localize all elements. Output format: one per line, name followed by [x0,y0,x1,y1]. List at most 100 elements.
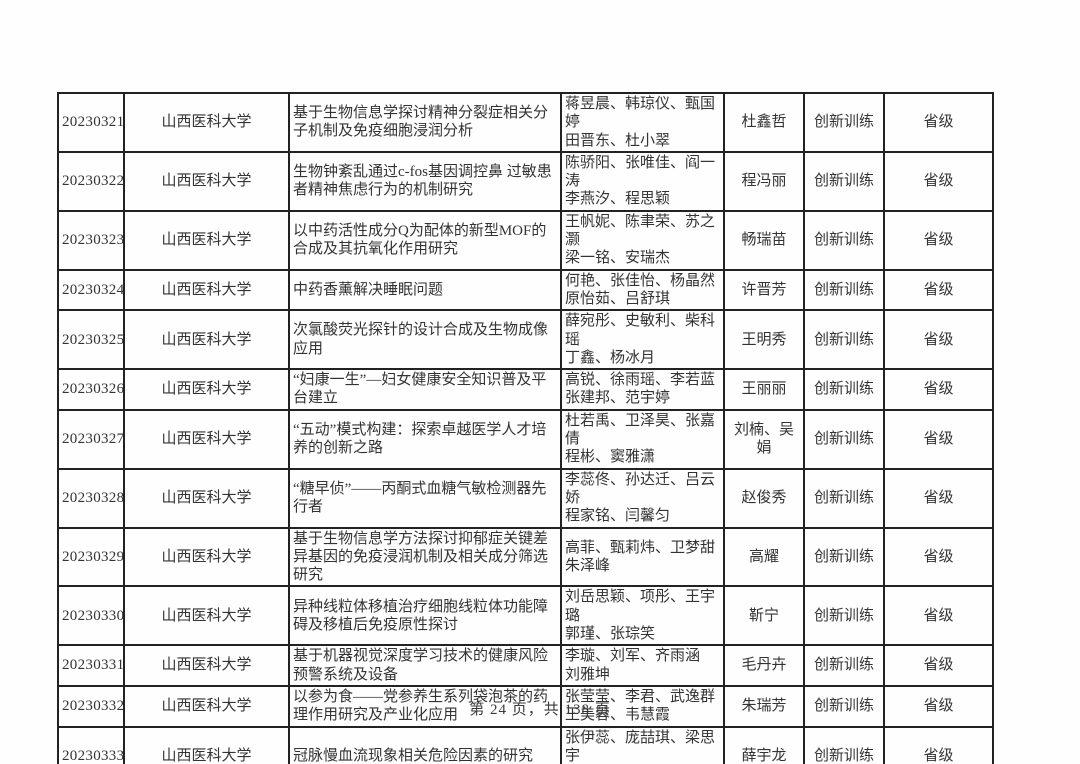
university-cell: 山西医科大学 [123,92,290,153]
university-cell: 山西医科大学 [123,209,290,271]
members-cell: 刘岳思颖、项彤、王宇璐 郭瑾、张琮笑 [560,585,725,647]
project-title-cell: “糖早侦”——丙酮式血糖气敏检测器先行者 [288,467,562,529]
table-row: 20230324 山西医科大学 中药香薰解决睡眠问题 何艳、张佳怡、杨晶然 原怡… [57,268,994,312]
project-title-cell: 基于生物信息学探讨精神分裂症相关分子机制及免疫细胞浸润分析 [288,92,562,153]
level-cell: 省级 [883,309,994,371]
advisor-cell: 靳宁 [723,585,805,647]
table-row: 20230326 山西医科大学 “妇康一生”—妇女健康安全知识普及平台建立 高锐… [57,368,994,411]
members-cell: 陈骄阳、张唯佳、阎一涛 李燕汐、程思颖 [560,150,725,212]
projects-table-body: 20230321 山西医科大学 基于生物信息学探讨精神分裂症相关分子机制及免疫细… [57,92,994,764]
table-row: 20230329 山西医科大学 基于生物信息学方法探讨抑郁症关键差异基因的免疫浸… [57,526,994,588]
table-row: 20230327 山西医科大学 “五动”模式构建：探索卓越医学人才培养的创新之路… [57,408,994,470]
advisor-cell: 刘楠、吴娟 [723,408,805,470]
category-cell: 创新训练 [803,684,885,728]
project-title-cell: 异种线粒体移植治疗细胞线粒体功能障碍及移植后免疫原性探讨 [288,585,562,647]
level-cell: 省级 [883,408,994,470]
advisor-cell: 许晋芳 [723,268,805,312]
project-id-cell: 20230323 [57,209,125,271]
project-id-cell: 20230326 [57,368,125,411]
level-cell: 省级 [883,644,994,687]
project-id-cell: 20230324 [57,268,125,312]
project-title-cell: 基于机器视觉深度学习技术的健康风险预警系统及设备 [288,644,562,687]
project-id-cell: 20230333 [57,725,125,764]
table-row: 20230325 山西医科大学 次氯酸荧光探针的设计合成及生物成像应用 薛宛彤、… [57,309,994,371]
advisor-cell: 杜鑫哲 [723,92,805,153]
members-cell: 高锐、徐雨瑶、李若蓝 张建邦、范宇婷 [560,368,725,411]
category-cell: 创新训练 [803,92,885,153]
category-cell: 创新训练 [803,150,885,212]
members-cell: 杜若禹、卫泽昊、张嘉倩 程彬、窦雅潇 [560,408,725,470]
university-cell: 山西医科大学 [123,408,290,470]
category-cell: 创新训练 [803,526,885,588]
project-id-cell: 20230325 [57,309,125,371]
table-row: 20230331 山西医科大学 基于机器视觉深度学习技术的健康风险预警系统及设备… [57,644,994,687]
members-cell: 李蕊佟、孙达迁、吕云娇 程家铭、闫馨匀 [560,467,725,529]
university-cell: 山西医科大学 [123,725,290,764]
level-cell: 省级 [883,684,994,728]
category-cell: 创新训练 [803,725,885,764]
advisor-cell: 畅瑞苗 [723,209,805,271]
advisor-cell: 高耀 [723,526,805,588]
level-cell: 省级 [883,467,994,529]
project-title-cell: 次氯酸荧光探针的设计合成及生物成像应用 [288,309,562,371]
project-title-cell: 冠脉慢血流现象相关危险因素的研究 [288,725,562,764]
project-title-cell: 以中药活性成分Q为配体的新型MOF的合成及其抗氧化作用研究 [288,209,562,271]
project-title-cell: 中药香薰解决睡眠问题 [288,268,562,312]
project-id-cell: 20230329 [57,526,125,588]
university-cell: 山西医科大学 [123,268,290,312]
projects-table: 20230321 山西医科大学 基于生物信息学探讨精神分裂症相关分子机制及免疫细… [57,92,994,764]
members-cell: 李璇、刘军、齐雨涵 刘雅坤 [560,644,725,687]
university-cell: 山西医科大学 [123,150,290,212]
category-cell: 创新训练 [803,268,885,312]
university-cell: 山西医科大学 [123,309,290,371]
project-id-cell: 20230321 [57,92,125,153]
page-number-footer: 第 24 页，共 138 页 [469,702,611,718]
category-cell: 创新训练 [803,644,885,687]
advisor-cell: 王丽丽 [723,368,805,411]
university-cell: 山西医科大学 [123,467,290,529]
advisor-cell: 王明秀 [723,309,805,371]
members-cell: 何艳、张佳怡、杨晶然 原怡茹、吕舒琪 [560,268,725,312]
members-cell: 张莹莹、李君、武逸群 王美蓉、韦慧霞 [560,684,725,728]
level-cell: 省级 [883,585,994,647]
table-row: 20230322 山西医科大学 生物钟紊乱通过c-fos基因调控鼻 过敏患者精神… [57,150,994,212]
level-cell: 省级 [883,725,994,764]
table-row: 20230332 山西医科大学 以参为食——党参养生系列袋泡茶的药理作用研究及产… [57,684,994,728]
category-cell: 创新训练 [803,585,885,647]
advisor-cell: 薛宇龙 [723,725,805,764]
project-id-cell: 20230328 [57,467,125,529]
project-title-cell: 基于生物信息学方法探讨抑郁症关键差异基因的免疫浸润机制及相关成分筛选研究 [288,526,562,588]
level-cell: 省级 [883,268,994,312]
project-title-cell: 生物钟紊乱通过c-fos基因调控鼻 过敏患者精神焦虑行为的机制研究 [288,150,562,212]
project-title-cell: “五动”模式构建：探索卓越医学人才培养的创新之路 [288,408,562,470]
category-cell: 创新训练 [803,309,885,371]
members-cell: 薛宛彤、史敏利、柴科瑶 丁鑫、杨冰月 [560,309,725,371]
advisor-cell: 毛丹卉 [723,644,805,687]
table-row: 20230333 山西医科大学 冠脉慢血流现象相关危险因素的研究 张伊蕊、庞喆琪… [57,725,994,764]
category-cell: 创新训练 [803,408,885,470]
university-cell: 山西医科大学 [123,684,290,728]
project-id-cell: 20230327 [57,408,125,470]
category-cell: 创新训练 [803,467,885,529]
members-cell: 张伊蕊、庞喆琪、梁思宇 宋宇烜、赵怡颖 [560,725,725,764]
project-id-cell: 20230331 [57,644,125,687]
university-cell: 山西医科大学 [123,368,290,411]
table-row: 20230323 山西医科大学 以中药活性成分Q为配体的新型MOF的合成及其抗氧… [57,209,994,271]
advisor-cell: 朱瑞芳 [723,684,805,728]
level-cell: 省级 [883,368,994,411]
members-cell: 王帆妮、陈聿荣、苏之灏 梁一铭、安瑞杰 [560,209,725,271]
table-row: 20230328 山西医科大学 “糖早侦”——丙酮式血糖气敏检测器先行者 李蕊佟… [57,467,994,529]
project-title-cell: 以参为食——党参养生系列袋泡茶的药理作用研究及产业化应用 [288,684,562,728]
category-cell: 创新训练 [803,368,885,411]
university-cell: 山西医科大学 [123,526,290,588]
project-id-cell: 20230332 [57,684,125,728]
university-cell: 山西医科大学 [123,644,290,687]
level-cell: 省级 [883,209,994,271]
project-id-cell: 20230322 [57,150,125,212]
advisor-cell: 程冯丽 [723,150,805,212]
table-row: 20230321 山西医科大学 基于生物信息学探讨精神分裂症相关分子机制及免疫细… [57,92,994,153]
category-cell: 创新训练 [803,209,885,271]
level-cell: 省级 [883,526,994,588]
members-cell: 蒋昱晨、韩琼仪、甄国婷 田晋东、杜小翠 [560,92,725,153]
